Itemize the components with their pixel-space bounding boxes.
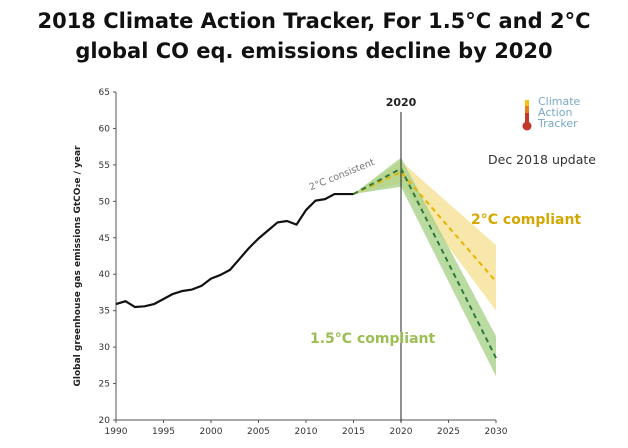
y-tick-label: 45 [99,234,110,244]
x-tick-label: 2000 [200,427,223,437]
update-note: Dec 2018 update [488,152,596,167]
x-tick-label: 2025 [437,427,460,437]
logo-text: Climate Action Tracker [538,96,580,129]
x-tick-label: 2030 [485,427,508,437]
x-tick-label: 2020 [390,427,413,437]
chart-title: 2018 Climate Action Tracker, For 1.5°C a… [0,6,628,66]
x-tick-label: 2005 [247,427,270,437]
pathway-bands [353,157,496,377]
label-2c-compliant: 2°C compliant [471,212,581,228]
logo-line-1: Climate [538,95,581,108]
title-line-1: 2018 Climate Action Tracker, For 1.5°C a… [37,9,591,33]
y-tick-label: 25 [99,380,110,390]
y-tick-label: 40 [99,270,111,280]
x-tick-label: 1995 [152,427,175,437]
title-line-2: global CO eq. emissions decline by 2020 [75,39,553,63]
logo-line-3: Tracker [538,117,578,130]
historical-emissions-line [115,192,354,309]
marker-2020-label: 2020 [386,96,417,109]
chart-lines [115,167,497,359]
y-tick-label: 65 [99,88,110,98]
y-tick-label: 20 [99,416,111,426]
y-tick-label: 50 [99,197,111,207]
climate-action-tracker-logo: Climate Action Tracker [518,94,610,138]
y-tick-label: 55 [99,161,110,171]
y-tick-label: 35 [99,307,110,317]
x-tick-label: 1990 [105,427,128,437]
y-tick-label: 60 [99,124,111,134]
x-tick-label: 2015 [342,427,365,437]
y-tick-label: 30 [99,343,111,353]
label-15c-compliant: 1.5°C compliant [310,331,435,347]
thermometer-icon [522,100,532,131]
pathway-line-0 [353,170,497,283]
x-tick-label: 2010 [295,427,318,437]
pathway-band-0 [353,161,496,311]
y-axis-label: Global greenhouse gas emissions GtCO₂e /… [73,145,83,387]
logo-line-2: Action [538,106,573,119]
